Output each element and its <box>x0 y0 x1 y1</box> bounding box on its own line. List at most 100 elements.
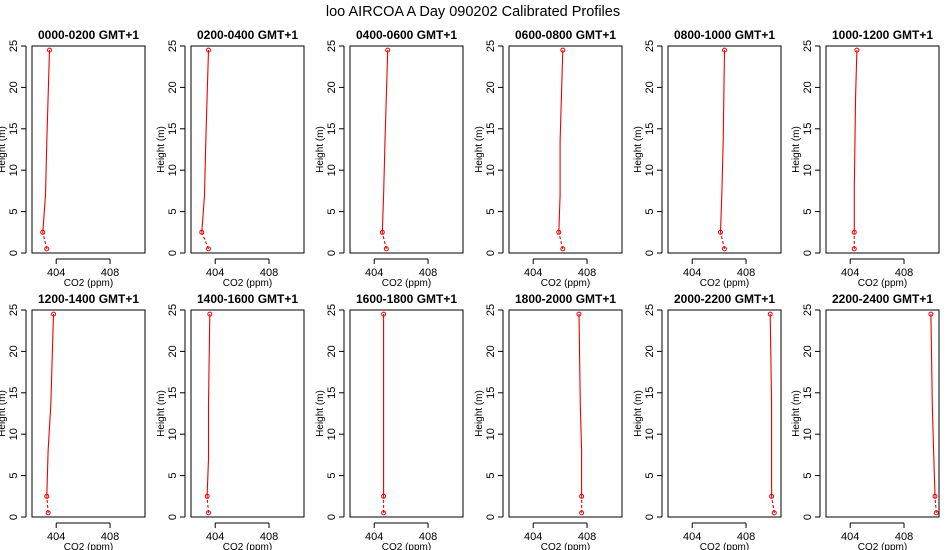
data-point <box>381 311 387 317</box>
data-point <box>769 493 775 499</box>
profile-segment-dashed <box>771 496 775 513</box>
y-tick-label: 20 <box>485 81 497 93</box>
data-point <box>854 47 860 53</box>
x-tick-label: 404 <box>47 267 65 279</box>
y-tick-label: 0 <box>644 250 656 256</box>
data-point <box>579 493 585 499</box>
profile-line <box>381 50 389 233</box>
y-tick-label: 25 <box>8 40 20 52</box>
data-point <box>207 311 213 317</box>
y-tick-label: 25 <box>485 40 497 52</box>
panel-title: 0400-0600 GMT+1 <box>356 28 457 42</box>
y-tick-label: 5 <box>167 209 179 215</box>
panel-grid: 0000-0200 GMT+1 0 5 10 15 20 25 404 408 CO2 (ppm)… <box>0 28 940 550</box>
plot-frame <box>349 309 464 518</box>
x-axis-label: CO2 (ppm) <box>382 542 431 550</box>
data-point <box>199 229 205 235</box>
y-axis-label: Height (m) <box>0 126 8 173</box>
data-point <box>44 493 50 499</box>
y-tick-label: 10 <box>326 428 338 440</box>
figure-title: loo AIRCOA A Day 090202 Calibrated Profi… <box>326 4 620 20</box>
y-axis-label: Height (m) <box>474 390 485 437</box>
y-tick-label: 15 <box>485 387 497 399</box>
panel-title: 1400-1600 GMT+1 <box>197 292 298 306</box>
panel-title: 1800-2000 GMT+1 <box>515 292 616 306</box>
y-tick-label: 5 <box>8 209 20 215</box>
y-tick-label: 5 <box>485 473 497 479</box>
y-tick-label: 10 <box>485 164 497 176</box>
x-tick-label: 408 <box>895 267 913 279</box>
x-tick-label: 408 <box>260 531 278 543</box>
x-axis-label: CO2 (ppm) <box>382 278 431 289</box>
y-tick-label: 25 <box>167 304 179 316</box>
x-axis-label: CO2 (ppm) <box>700 278 749 289</box>
data-point <box>579 510 585 516</box>
panel-title: 0800-1000 GMT+1 <box>674 28 775 42</box>
y-tick-label: 10 <box>802 428 814 440</box>
x-tick-label: 404 <box>206 267 224 279</box>
y-tick-label: 15 <box>802 123 814 135</box>
data-point <box>717 229 723 235</box>
y-axis-label: Height (m) <box>633 126 644 173</box>
data-point <box>722 246 727 252</box>
y-tick-label: 5 <box>802 473 814 479</box>
panel-title: 1000-1200 GMT+1 <box>832 28 933 42</box>
x-tick-label: 404 <box>683 267 701 279</box>
profile-segment-dashed <box>46 496 49 513</box>
plot-frame <box>31 309 146 518</box>
panel-title: 0200-0400 GMT+1 <box>197 28 298 42</box>
plot-frame <box>31 45 146 254</box>
x-tick-label: 404 <box>206 531 224 543</box>
x-tick-label: 408 <box>260 267 278 279</box>
plot-frame <box>190 309 305 518</box>
profile-line <box>46 314 55 497</box>
y-tick-label: 15 <box>167 387 179 399</box>
profile-line <box>930 314 936 497</box>
data-point <box>767 311 773 317</box>
y-axis-label: Height (m) <box>791 126 802 173</box>
y-tick-label: 20 <box>644 81 656 93</box>
data-point <box>851 229 857 235</box>
y-tick-label: 0 <box>8 250 20 256</box>
x-tick-label: 408 <box>737 531 755 543</box>
data-point <box>385 47 391 53</box>
data-point <box>556 229 562 235</box>
y-axis-label: Height (m) <box>474 126 485 173</box>
data-point <box>932 493 938 499</box>
y-tick-label: 0 <box>167 250 179 256</box>
profile-line <box>558 50 564 233</box>
plot-frame <box>508 45 623 254</box>
y-tick-label: 25 <box>802 40 814 52</box>
data-point <box>560 47 566 53</box>
y-tick-label: 15 <box>802 387 814 399</box>
panel-title: 0000-0200 GMT+1 <box>38 28 139 42</box>
x-tick-label: 404 <box>841 531 859 543</box>
plot-frame <box>508 309 623 518</box>
y-tick-label: 25 <box>8 304 20 316</box>
y-tick-label: 20 <box>8 81 20 93</box>
profile-segment-dashed <box>42 232 48 249</box>
y-tick-label: 15 <box>485 123 497 135</box>
y-tick-label: 5 <box>326 473 338 479</box>
y-tick-label: 10 <box>644 164 656 176</box>
profile-segment-dashed <box>719 232 726 249</box>
data-point <box>205 246 211 252</box>
data-point <box>44 246 50 252</box>
data-point <box>51 311 57 317</box>
x-axis-label: CO2 (ppm) <box>541 542 590 550</box>
plot-frame <box>349 45 464 254</box>
y-tick-label: 10 <box>8 164 20 176</box>
data-point <box>379 229 385 235</box>
y-axis-label: Height (m) <box>156 390 167 437</box>
panel-title: 0600-0800 GMT+1 <box>515 28 616 42</box>
y-tick-label: 5 <box>485 209 497 215</box>
data-point <box>381 493 387 499</box>
profile-line <box>769 314 773 497</box>
y-tick-label: 10 <box>167 428 179 440</box>
